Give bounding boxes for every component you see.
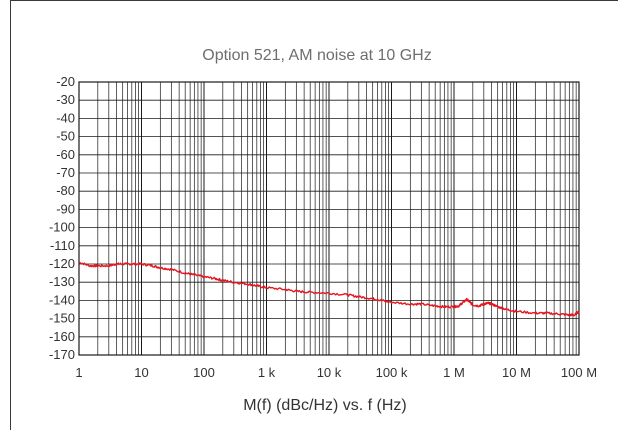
y-tick-label: -90 [56,201,75,216]
x-axis-ticks: 1 10 100 1 k 10 k 100 k 1 M 10 M 100 M [75,365,597,380]
y-axis-ticks: -20 -30 -40 -50 -60 -70 -80 -90 -100 -110 -120 -130… [49,74,75,362]
frame-border-left [10,0,11,430]
x-tick-label: 1 M [443,365,465,380]
y-tick-label: -40 [56,110,75,125]
plot-area-border [78,81,580,356]
y-tick-label: -120 [49,256,75,271]
frame-border-top [10,0,618,1]
x-tick-label: 100 M [561,365,597,380]
series-line [78,261,580,317]
series-group [78,261,580,317]
y-tick-label: -70 [56,165,75,180]
y-tick-label: -110 [50,238,75,253]
x-tick-label: 100 k [376,365,408,380]
y-tick-label: -170 [49,347,75,362]
y-tick-label: -100 [49,220,75,235]
x-axis-label: M(f) (dBc/Hz) vs. f (Hz) [243,397,407,414]
x-tick-label: 1 [75,365,82,380]
y-tick-label: -150 [49,311,75,326]
x-tick-label: 10 [134,365,148,380]
x-tick-label: 10 M [502,365,531,380]
y-tick-label: -160 [49,329,75,344]
y-tick-label: -20 [56,74,75,89]
chart-title: Option 521, AM noise at 10 GHz [202,47,431,64]
x-tick-label: 1 k [258,365,276,380]
x-tick-label: 100 [193,365,215,380]
y-tick-label: -60 [56,147,75,162]
y-tick-label: -80 [56,183,75,198]
grid-lines [78,81,580,356]
x-tick-label: 10 k [317,365,342,380]
y-tick-label: -30 [56,92,75,107]
y-tick-label: -50 [56,129,75,144]
y-tick-label: -140 [49,292,75,307]
y-tick-label: -130 [49,274,75,289]
